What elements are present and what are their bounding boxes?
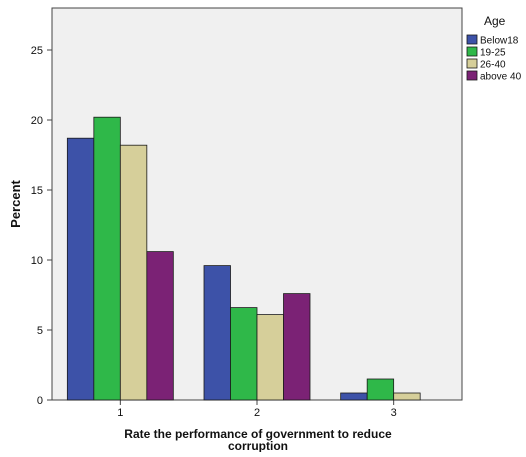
y-axis-title: Percent — [8, 179, 23, 227]
x-axis-title-line-1: Rate the performance of government to re… — [124, 427, 392, 441]
bar — [366, 378, 395, 401]
y-tick-label: 15 — [31, 185, 43, 197]
y-tick-label: 0 — [37, 395, 43, 407]
legend-label: above 40 — [480, 72, 522, 83]
x-axis: 1 2 3 — [117, 400, 397, 419]
y-axis: 0 5 10 15 20 25 — [31, 45, 52, 407]
legend-swatch — [466, 70, 478, 81]
bars-group — [66, 116, 421, 401]
bar — [283, 293, 311, 401]
bar — [146, 251, 174, 401]
x-axis-title-line-2: corruption — [228, 439, 288, 452]
bar — [93, 116, 121, 401]
bar — [256, 314, 284, 401]
bar — [393, 392, 421, 401]
y-tick-label: 10 — [31, 255, 43, 267]
legend-swatch — [466, 46, 478, 57]
bar — [66, 137, 95, 401]
y-tick-label: 25 — [31, 45, 43, 57]
x-tick-label: 3 — [391, 407, 397, 419]
x-tick-label: 2 — [254, 407, 260, 419]
legend-swatch — [466, 34, 478, 45]
bar — [340, 392, 368, 401]
legend-label: Below18 — [480, 36, 519, 47]
y-tick-label: 20 — [31, 115, 43, 127]
legend-title: Age — [484, 14, 506, 28]
bar — [119, 144, 148, 401]
y-tick-label: 5 — [37, 325, 43, 337]
legend-label: 26-40 — [480, 60, 506, 71]
bar — [203, 265, 231, 401]
bar — [230, 307, 258, 401]
legend-swatch — [466, 58, 478, 69]
legend-label: 19-25 — [480, 48, 506, 59]
x-tick-label: 1 — [117, 407, 123, 419]
